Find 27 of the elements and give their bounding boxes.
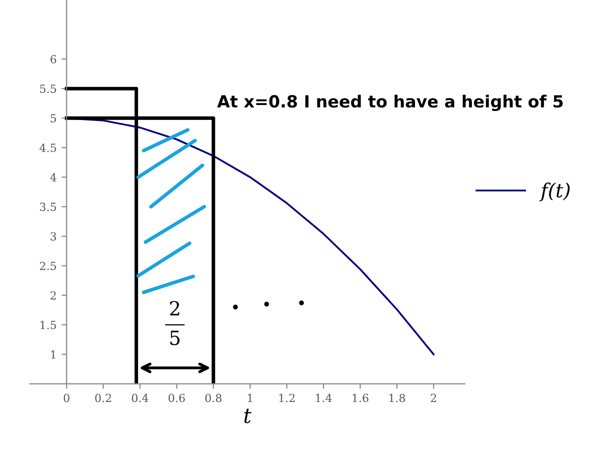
x-tick-label: 1.4 xyxy=(316,394,332,402)
y-tick-label: 3 xyxy=(50,232,56,241)
x-tick-label: 0.6 xyxy=(168,394,185,402)
x-tick-label: 0.2 xyxy=(95,394,112,402)
annotation: 2 xyxy=(170,300,180,316)
y-tick-label: 2 xyxy=(50,291,56,300)
x-tick-label: 1.6 xyxy=(352,394,368,402)
y-tick-label: 1 xyxy=(51,350,56,359)
x-tick-label: 1 xyxy=(248,394,252,402)
y-tick-label: 4.5 xyxy=(40,144,56,152)
y-tick-label: 4 xyxy=(50,173,56,182)
x-axis-title: t xyxy=(244,408,252,424)
y-tick-label: 2.5 xyxy=(40,262,56,270)
y-tick-label: 6 xyxy=(50,55,56,64)
legend-label: f(t) xyxy=(539,182,570,202)
annotation: At x=0.8 I need to have a height of 5 xyxy=(217,94,563,112)
x-tick-label: 0.8 xyxy=(205,394,222,402)
x-tick-label: 0 xyxy=(64,394,70,402)
y-tick-label: 1.5 xyxy=(40,320,56,330)
x-tick-label: 1.2 xyxy=(279,394,295,402)
y-tick-label: 5 xyxy=(50,114,56,122)
x-tick-label: 2 xyxy=(430,394,436,402)
y-tick-label: 3.5 xyxy=(40,202,56,212)
y-tick-label: 5.5 xyxy=(40,84,56,93)
annotation: 5 xyxy=(170,330,180,346)
x-tick-label: 1.8 xyxy=(389,394,406,402)
x-tick-label: 0.4 xyxy=(132,394,148,402)
